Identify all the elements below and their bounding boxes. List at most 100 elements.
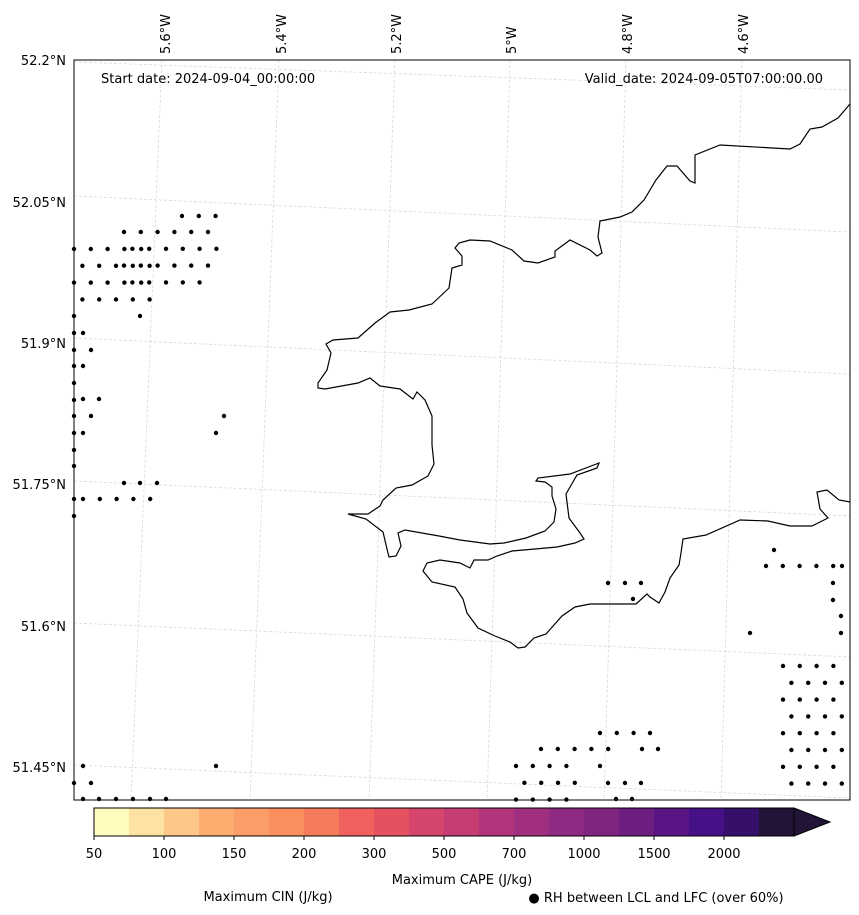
- rh-dot: [631, 730, 636, 736]
- rh-dot: [213, 213, 218, 219]
- lat-label: 51.45°N: [13, 761, 66, 776]
- rh-dot: [614, 730, 619, 736]
- rh-dot: [96, 796, 102, 802]
- valid-date-label: Valid_date: 2024-09-05T07:00:00.00: [585, 72, 823, 87]
- rh-dot: [830, 580, 836, 586]
- rh-dot: [147, 246, 152, 251]
- rh-dot: [831, 731, 836, 736]
- rh-dot: [522, 780, 527, 785]
- rh-dot: [638, 580, 644, 586]
- rh-dot: [822, 714, 828, 719]
- rh-dot: [639, 746, 645, 752]
- start-date-label: Start date: 2024-09-04_00:00:00: [101, 72, 315, 87]
- colorbar-swatch: [479, 808, 515, 836]
- rh-dot: [155, 263, 160, 268]
- rh-dot: [797, 731, 802, 736]
- rh-dot: [196, 213, 201, 219]
- rh-dot: [147, 280, 152, 285]
- rh-dot: [189, 229, 194, 235]
- lat-label: 51.9°N: [21, 337, 66, 352]
- rh-dot: [80, 330, 86, 336]
- rh-dot: [130, 263, 135, 268]
- rh-dot: [105, 280, 110, 285]
- rh-dot: [622, 580, 628, 586]
- colorbar-tick-label: 100: [152, 847, 177, 862]
- latitude-labels: 52.2°N 52.05°N 51.9°N 51.75°N 51.6°N 51.…: [13, 54, 66, 776]
- rh-dot: [780, 663, 786, 669]
- colorbar-tick-label: 50: [86, 847, 103, 862]
- rh-dot: [147, 297, 152, 302]
- rh-dot: [838, 613, 844, 619]
- rh-dot: [797, 563, 802, 569]
- rh-dot: [88, 246, 94, 252]
- colorbar-tick-label: 2000: [707, 847, 740, 862]
- lon-label: 5.2°W: [390, 14, 405, 54]
- colorbar-swatch: [654, 808, 690, 836]
- rh-dot: [80, 297, 85, 302]
- lat-label: 51.75°N: [13, 478, 66, 493]
- rh-dot: [814, 731, 819, 736]
- rh-dot: [197, 246, 202, 251]
- rh-dot: [137, 313, 143, 319]
- rh-dot: [163, 246, 169, 251]
- rh-dot: [647, 730, 653, 736]
- rh-dot: [155, 229, 160, 235]
- rh-dot: [121, 263, 127, 268]
- rh-dot: [839, 563, 845, 569]
- rh-dot: [80, 263, 85, 268]
- rh-dot: [105, 246, 110, 252]
- rh-dot: [771, 547, 777, 553]
- rh-dot: [814, 663, 819, 669]
- rh-dot: [180, 280, 185, 285]
- rh-dot: [780, 764, 786, 769]
- colorbar-ticks: 50 100 150 200 300 500 700 1000 1500 2000: [86, 836, 741, 862]
- colorbar-tick-label: 300: [362, 847, 387, 862]
- rh-dot: [613, 796, 619, 802]
- colorbar-swatch: [689, 808, 725, 836]
- rh-dot: [806, 747, 811, 753]
- rh-dot: [605, 780, 611, 786]
- colorbar-tick-label: 1000: [567, 847, 600, 862]
- rh-dot: [539, 780, 544, 785]
- rh-dot: [130, 297, 135, 302]
- lat-label: 52.2°N: [21, 54, 66, 69]
- rh-dot: [88, 413, 94, 419]
- rh-dot: [589, 746, 594, 752]
- rh-dot: [638, 780, 644, 786]
- rh-dot: [130, 280, 135, 285]
- lon-label: 5.6°W: [159, 14, 174, 54]
- colorbar-swatch: [199, 808, 235, 836]
- rh-dot: [831, 563, 836, 569]
- rh-dot: [789, 714, 794, 719]
- rh-dot: [605, 580, 611, 586]
- rh-dot: [830, 597, 836, 603]
- rh-dot: [763, 563, 769, 569]
- colorbar-swatch: [129, 808, 165, 836]
- rh-dot: [597, 763, 603, 769]
- rh-dot: [831, 764, 836, 769]
- rh-dot: [80, 796, 86, 802]
- rh-dot: [88, 780, 94, 786]
- colorbar-swatch: [234, 808, 270, 836]
- rh-dot: [838, 630, 844, 636]
- colorbar-swatch: [409, 808, 445, 836]
- colorbar-swatch: [339, 808, 375, 836]
- rh-dot: [113, 263, 119, 268]
- lon-label: 5°W: [505, 26, 520, 54]
- rh-dot: [822, 747, 828, 753]
- rh-dot: [114, 496, 119, 502]
- colorbar-swatch: [584, 808, 620, 836]
- rh-dot: [814, 563, 819, 569]
- rh-dot: [147, 796, 153, 802]
- colorbar-tick-label: 500: [432, 847, 457, 862]
- rh-dot: [839, 747, 844, 753]
- rh-dot: [88, 347, 94, 353]
- rh-dot: [137, 480, 143, 486]
- colorbar-swatch: [724, 808, 760, 836]
- rh-dot: [555, 780, 561, 785]
- rh-dot: [130, 796, 136, 802]
- colorbar-tick-label: 150: [222, 847, 247, 862]
- rh-dot: [780, 731, 786, 736]
- rh-dot: [831, 697, 836, 702]
